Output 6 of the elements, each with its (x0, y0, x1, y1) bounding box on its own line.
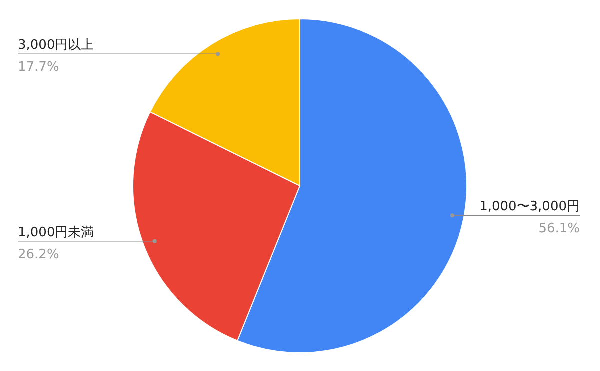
slice-label: 3,000円以上 (18, 38, 94, 54)
data-label: 17.7% (18, 60, 60, 76)
slice-label: 1,000円未満 (18, 225, 94, 240)
data-label: 56.1% (538, 222, 580, 237)
data-label: 26.2% (18, 247, 60, 262)
slice-label: 1,000〜3,000円 (480, 200, 580, 215)
